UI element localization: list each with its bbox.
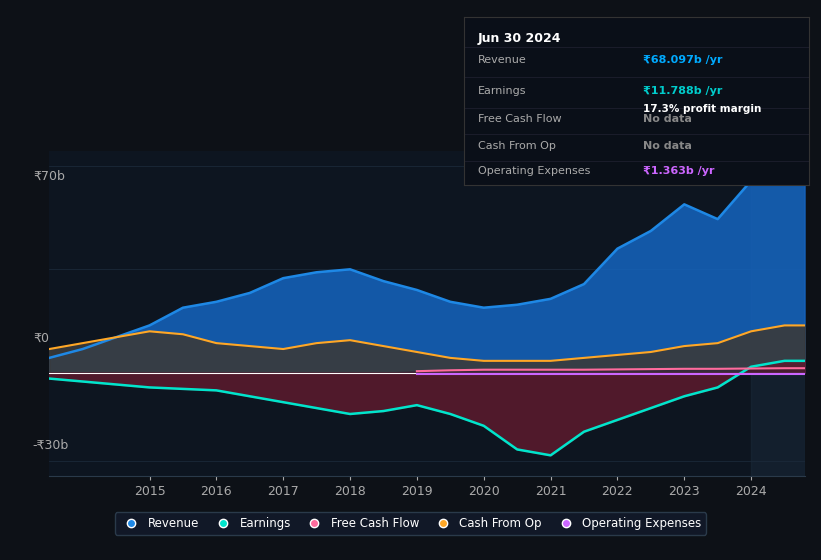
Text: Cash From Op: Cash From Op — [478, 141, 556, 151]
Text: No data: No data — [643, 114, 692, 124]
Bar — [751, 151, 805, 476]
Text: ₹0: ₹0 — [33, 332, 48, 346]
Text: Free Cash Flow: Free Cash Flow — [478, 114, 562, 124]
Text: Jun 30 2024: Jun 30 2024 — [478, 32, 562, 45]
Text: -₹30b: -₹30b — [33, 438, 69, 452]
Text: Operating Expenses: Operating Expenses — [478, 166, 590, 176]
Legend: Revenue, Earnings, Free Cash Flow, Cash From Op, Operating Expenses: Revenue, Earnings, Free Cash Flow, Cash … — [115, 512, 706, 535]
Text: No data: No data — [643, 141, 692, 151]
Text: ₹68.097b /yr: ₹68.097b /yr — [643, 55, 722, 66]
Text: ₹1.363b /yr: ₹1.363b /yr — [643, 166, 714, 176]
Text: ₹11.788b /yr: ₹11.788b /yr — [643, 86, 722, 96]
Text: ₹70b: ₹70b — [33, 170, 65, 183]
Text: 17.3% profit margin: 17.3% profit margin — [643, 104, 762, 114]
Text: Revenue: Revenue — [478, 55, 526, 66]
Text: Earnings: Earnings — [478, 86, 526, 96]
